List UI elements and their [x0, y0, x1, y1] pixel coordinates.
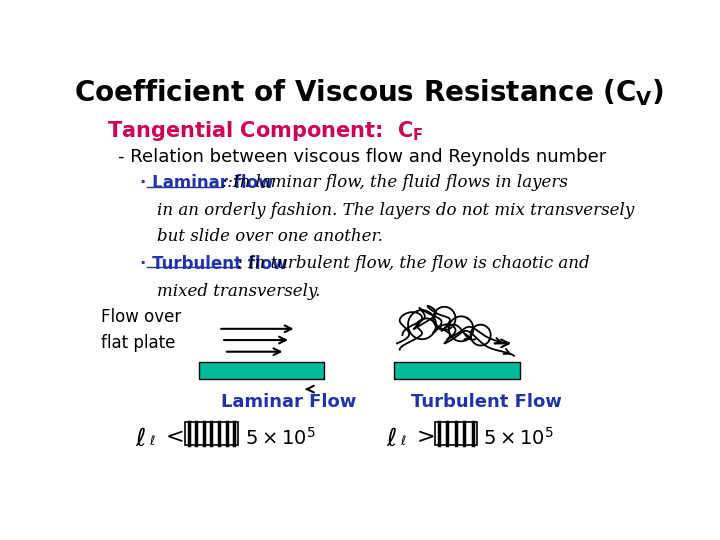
Text: <: < [166, 427, 184, 447]
Text: : In laminar flow, the fluid flows in layers: : In laminar flow, the fluid flows in la… [222, 174, 568, 191]
Text: in an orderly fashion. The layers do not mix transversely: in an orderly fashion. The layers do not… [157, 202, 634, 219]
Text: $_\ell$: $_\ell$ [400, 431, 406, 449]
Text: · Laminar flow: · Laminar flow [140, 174, 274, 192]
Bar [199, 362, 324, 379]
Text: $5\times10^5$: $5\times10^5$ [245, 427, 316, 448]
Text: Tangential Component:  $\mathbf{C_F}$: Tangential Component: $\mathbf{C_F}$ [107, 119, 423, 143]
Text: $\mathit{\ell}$: $\mathit{\ell}$ [386, 427, 397, 450]
Text: · Turbulent flow: · Turbulent flow [140, 255, 288, 273]
Text: $\mathit{\ell}$: $\mathit{\ell}$ [135, 427, 145, 450]
Text: $_\ell$: $_\ell$ [148, 431, 156, 449]
Text: Coefficient of Viscous Resistance ($\mathbf{C_V}$): Coefficient of Viscous Resistance ($\mat… [74, 77, 664, 108]
Text: :: : [222, 174, 359, 191]
Text: Flow over
flat plate: Flow over flat plate [101, 308, 181, 353]
Text: Laminar Flow: Laminar Flow [221, 393, 356, 411]
Bar [185, 422, 238, 446]
Text: >: > [416, 427, 435, 447]
Text: : In turbulent flow, the flow is chaotic and: : In turbulent flow, the flow is chaotic… [237, 255, 590, 272]
Text: but slide over one another.: but slide over one another. [157, 228, 383, 245]
Text: mixed transversely.: mixed transversely. [157, 283, 320, 300]
Text: Turbulent Flow: Turbulent Flow [411, 393, 562, 411]
Text: - Relation between viscous flow and Reynolds number: - Relation between viscous flow and Reyn… [118, 148, 606, 166]
Text: $5\times10^5$: $5\times10^5$ [483, 427, 554, 448]
Bar [394, 362, 520, 379]
Bar [435, 422, 477, 446]
